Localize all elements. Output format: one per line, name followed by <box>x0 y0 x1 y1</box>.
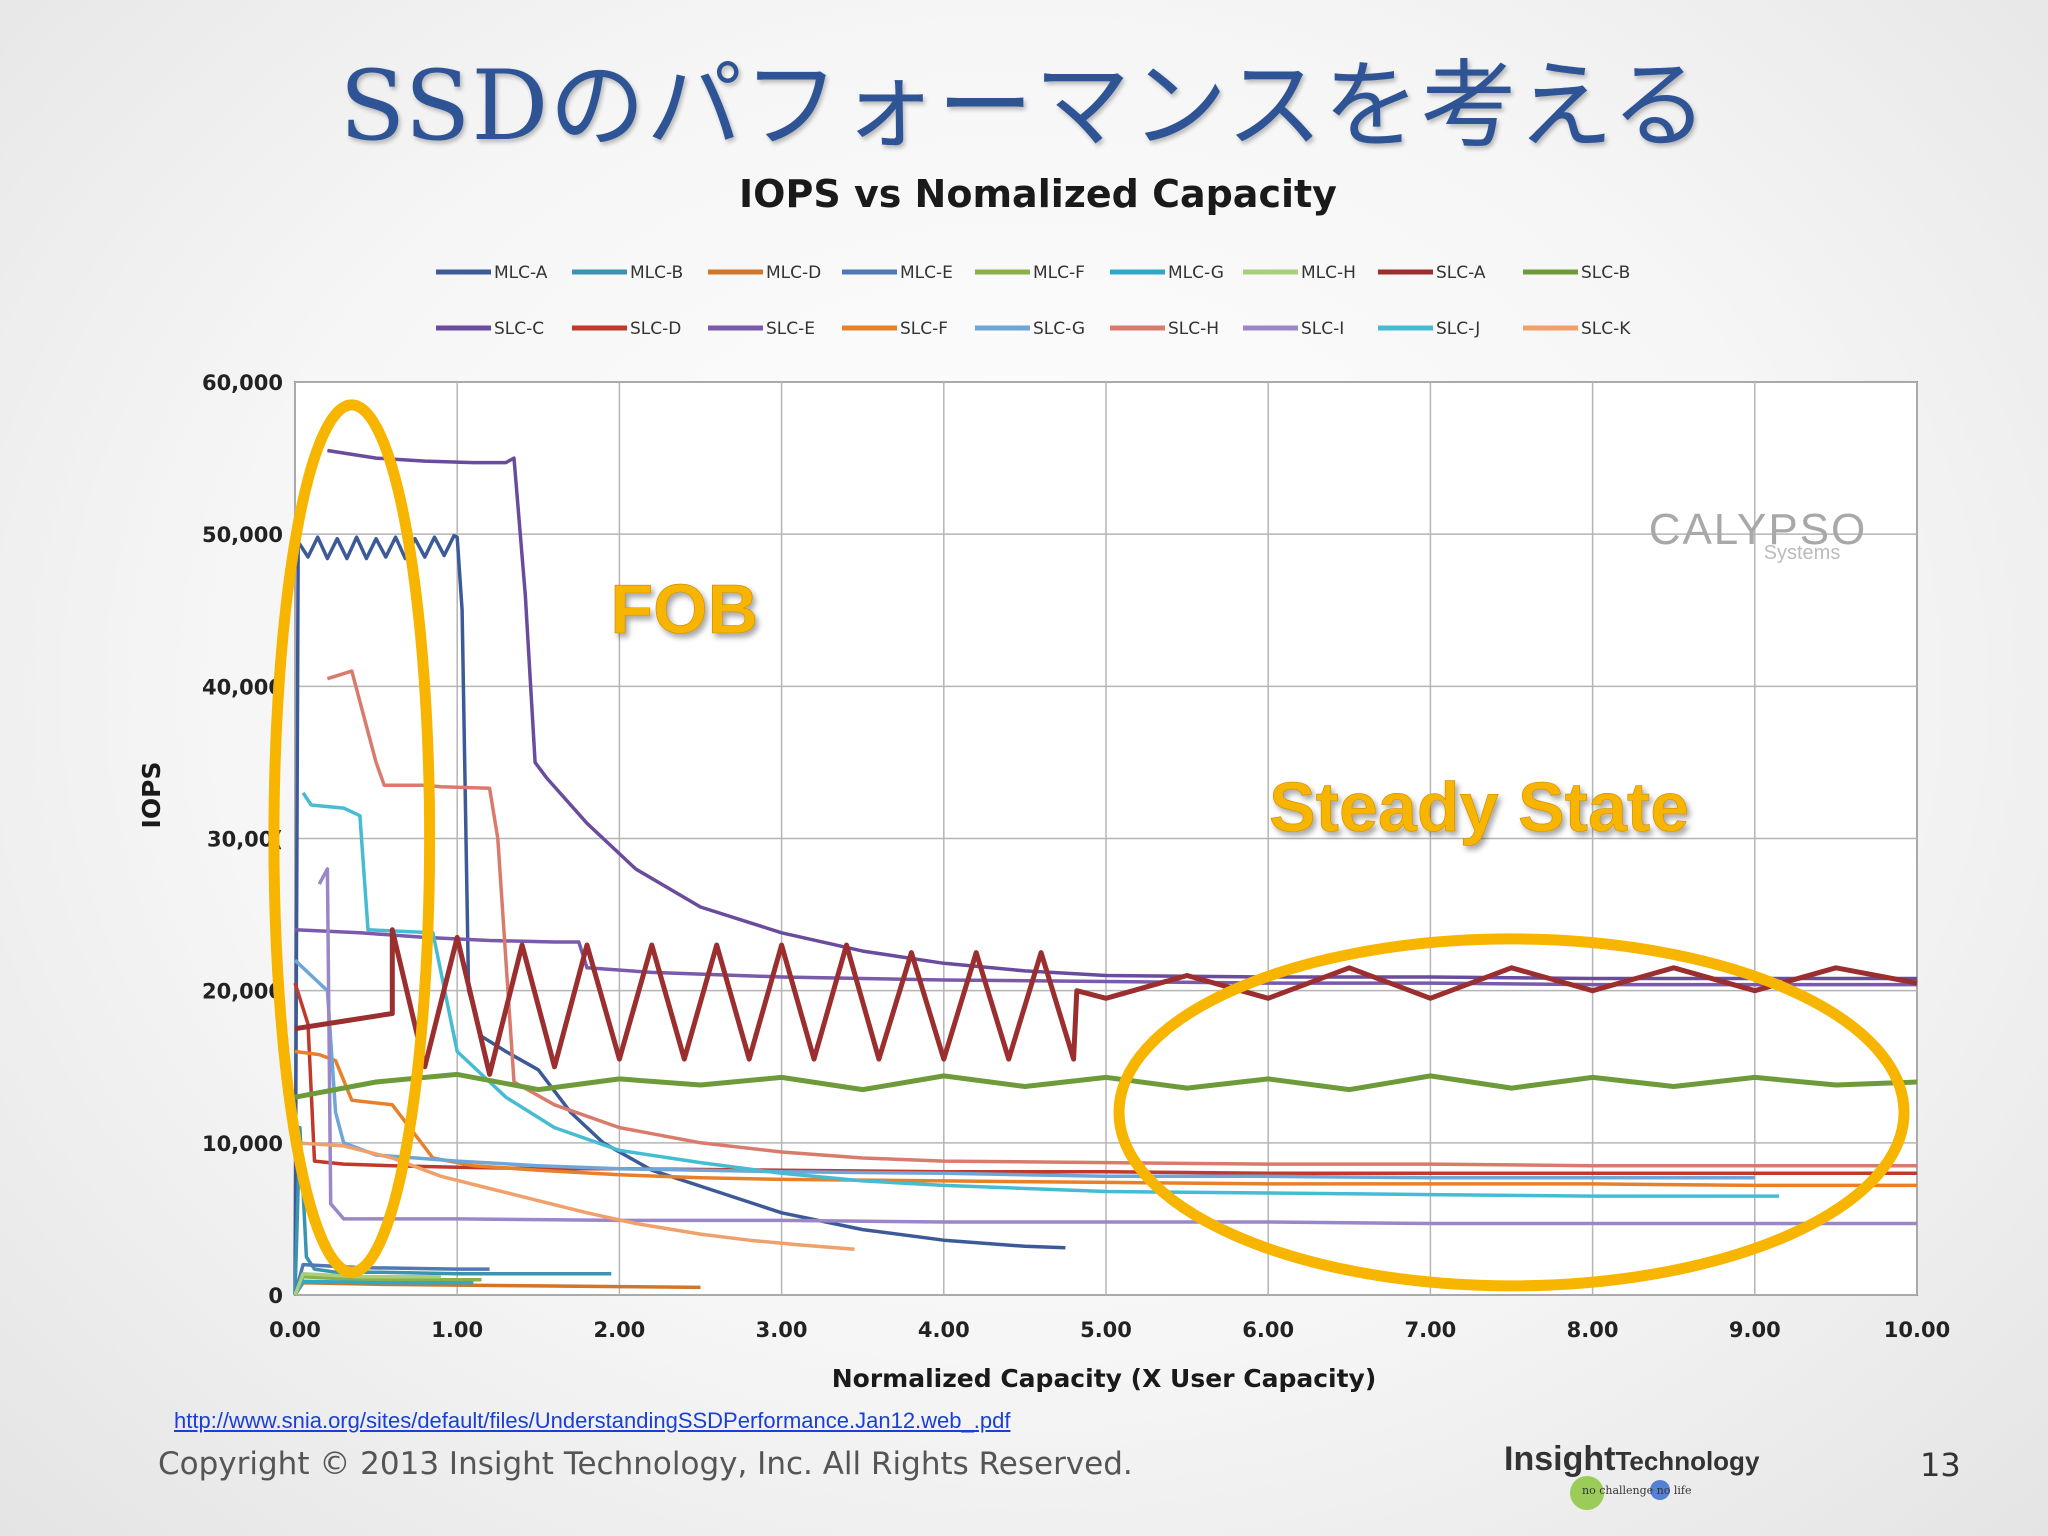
legend-label-slc-g: SLC-G <box>1033 319 1085 339</box>
x-tick-label: 4.00 <box>918 1318 970 1342</box>
x-tick-label: 3.00 <box>756 1318 808 1342</box>
legend-label-mlc-d: MLC-D <box>766 263 821 283</box>
series-line-slc-j <box>301 791 1780 1198</box>
legend-label-slc-e: SLC-E <box>766 319 815 339</box>
legend-label-slc-h: SLC-H <box>1168 319 1219 339</box>
legend-label-slc-j: SLC-J <box>1436 319 1480 339</box>
series-line-slc-a <box>294 927 1918 1077</box>
legend-label-slc-c: SLC-C <box>494 319 544 339</box>
legend-label-slc-b: SLC-B <box>1581 263 1630 283</box>
x-tick-label: 10.00 <box>1884 1318 1950 1342</box>
calypso-watermark: CALYPSO Systems <box>1649 505 1868 564</box>
y-tick-label: 40,000 <box>202 675 283 699</box>
legend-label-slc-d: SLC-D <box>630 319 681 339</box>
annotation-ellipse-1 <box>1113 933 1910 1292</box>
x-tick-label: 2.00 <box>593 1318 645 1342</box>
legend-label-slc-a: SLC-A <box>1436 263 1486 283</box>
series-line-slc-g <box>293 958 1755 1180</box>
legend-label-mlc-a: MLC-A <box>494 263 548 283</box>
logo-main-text: Insight <box>1504 1440 1616 1478</box>
logo-main: InsightTechnology <box>1504 1440 1759 1479</box>
series-line-mlc-g <box>293 1279 474 1296</box>
series-line-slc-b <box>294 1071 1918 1100</box>
x-tick-label: 1.00 <box>431 1318 483 1342</box>
copyright-text: Copyright © 2013 Insight Technology, Inc… <box>158 1446 1133 1482</box>
series-line-mlc-a <box>293 533 1066 1296</box>
chart-legend: MLC-A MLC-B MLC-D MLC-E MLC-F MLC-G MLC-H SLC-A… <box>436 263 1631 339</box>
x-tick-label: 0.00 <box>269 1318 321 1342</box>
x-tick-label: 9.00 <box>1729 1318 1781 1342</box>
series-line-slc-c <box>327 448 1917 981</box>
series-line-slc-k <box>294 1141 855 1252</box>
logo-tagline: no challenge no life <box>1582 1484 1692 1497</box>
y-axis-label: IOPS <box>137 762 166 829</box>
y-tick-label: 60,000 <box>202 371 283 395</box>
insight-technology-logo: InsightTechnology no challenge no life <box>1504 1440 1764 1510</box>
x-tick-label: 7.00 <box>1404 1318 1456 1342</box>
x-tick-label: 6.00 <box>1242 1318 1294 1342</box>
annotation-label-1: Steady State <box>1269 768 1689 846</box>
legend-label-mlc-b: MLC-B <box>630 263 683 283</box>
annotation-ellipse-0 <box>268 399 436 1278</box>
y-tick-label: 0 <box>268 1284 283 1308</box>
chart-title: IOPS vs Nomalized Capacity <box>739 172 1337 216</box>
x-axis-label: Normalized Capacity (X User Capacity) <box>832 1364 1377 1393</box>
legend-label-slc-i: SLC-I <box>1301 319 1344 339</box>
source-link[interactable]: http://www.snia.org/sites/default/files/… <box>174 1408 1011 1433</box>
logo-blue-dot <box>1650 1480 1670 1500</box>
x-tick-label: 8.00 <box>1567 1318 1619 1342</box>
watermark-sub: Systems <box>1764 542 1841 564</box>
logo-sub: Technology <box>1615 1446 1760 1476</box>
slide-title: SSDのパフォーマンスを考える <box>339 50 1709 162</box>
legend-label-mlc-g: MLC-G <box>1168 263 1224 283</box>
y-tick-label: 10,000 <box>202 1132 283 1156</box>
series-line-slc-f <box>294 1049 1917 1188</box>
y-tick-label: 20,000 <box>202 980 283 1004</box>
legend-label-mlc-e: MLC-E <box>900 263 953 283</box>
legend-label-mlc-f: MLC-F <box>1033 263 1085 283</box>
y-tick-label: 50,000 <box>202 523 283 547</box>
watermark-main: CALYPSO <box>1649 505 1868 554</box>
series-line-slc-i <box>317 867 1917 1226</box>
series-line-slc-h <box>326 669 1917 1168</box>
annotation-label-0: FOB <box>610 570 758 648</box>
legend-label-slc-f: SLC-F <box>900 319 948 339</box>
x-tick-label: 5.00 <box>1080 1318 1132 1342</box>
annotations: FOB Steady State <box>268 399 1910 1292</box>
legend-label-mlc-h: MLC-H <box>1301 263 1356 283</box>
page-number: 13 <box>1920 1446 1961 1484</box>
series-line-mlc-h <box>293 1271 441 1296</box>
logo-green-dot <box>1570 1476 1604 1510</box>
legend-label-slc-k: SLC-K <box>1581 319 1631 339</box>
